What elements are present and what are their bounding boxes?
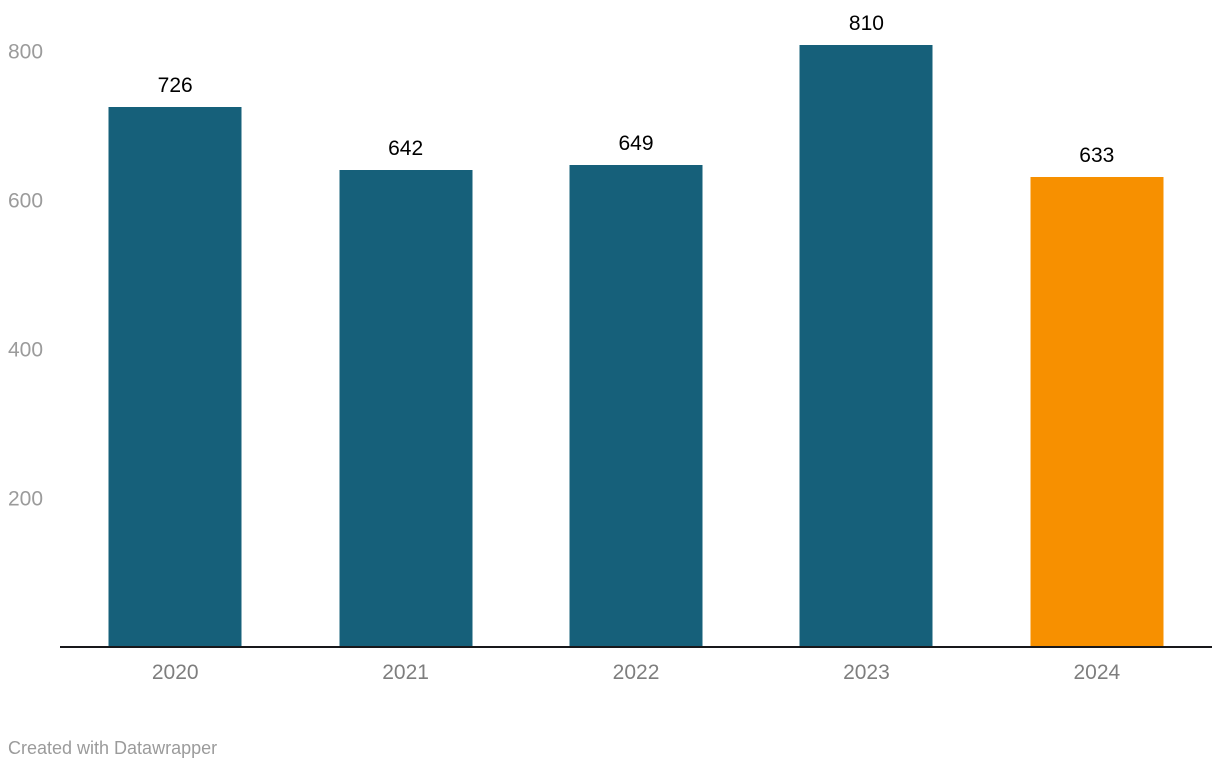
bar-2023 (799, 44, 933, 648)
bar-2021 (339, 169, 473, 648)
y-axis: 200 400 600 800 (8, 0, 60, 648)
bar-slot: 649 (521, 0, 751, 648)
bar-2022 (569, 164, 703, 648)
y-tick-label: 600 (8, 189, 44, 213)
bar-slot: 810 (751, 0, 981, 648)
value-label: 642 (388, 136, 424, 160)
value-label: 810 (848, 11, 884, 35)
x-axis-label: 2022 (612, 661, 660, 684)
plot-area: 726 642 649 810 633 (60, 0, 1212, 648)
bar-2024 (1030, 176, 1164, 648)
chart-credit: Created with Datawrapper (8, 738, 218, 758)
bar-2020 (108, 107, 242, 648)
y-tick-label: 200 (8, 487, 44, 511)
y-tick-label: 800 (8, 40, 44, 64)
bar-slot: 726 (60, 0, 290, 648)
value-label: 726 (157, 74, 193, 98)
x-axis-label: 2020 (151, 661, 199, 684)
value-label: 633 (1079, 143, 1115, 167)
x-axis-baseline (60, 646, 1212, 648)
x-axis-label: 2023 (843, 661, 890, 684)
x-axis-labels: 2020 2021 2022 2023 2024 (60, 660, 1212, 685)
bar-slot: 642 (290, 0, 520, 648)
value-label: 649 (618, 131, 654, 155)
x-axis-label: 2024 (1073, 661, 1121, 684)
y-tick-label: 400 (8, 338, 44, 362)
bar-slot: 633 (982, 0, 1212, 648)
x-axis-label: 2021 (382, 661, 429, 684)
